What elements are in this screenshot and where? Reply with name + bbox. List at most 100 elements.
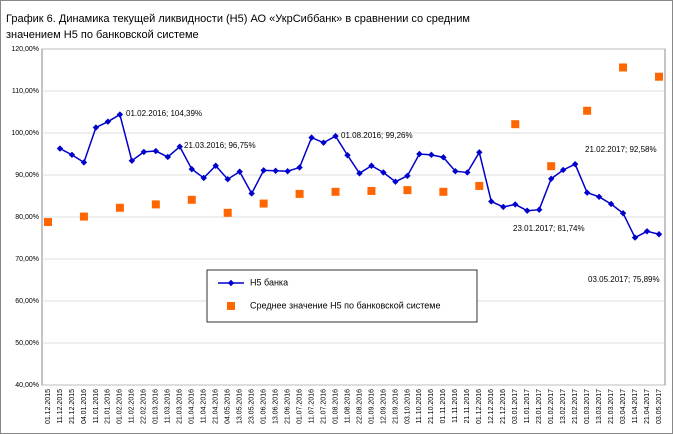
point-marker bbox=[583, 106, 592, 115]
y-tick-label: 50,00% bbox=[15, 340, 39, 347]
x-tick-label: 21.03.2016 bbox=[177, 389, 184, 424]
point-marker bbox=[284, 168, 291, 175]
point-marker bbox=[212, 162, 219, 169]
point-marker bbox=[500, 203, 507, 211]
point-marker bbox=[655, 231, 663, 238]
point-marker bbox=[547, 175, 555, 182]
x-tick-label: 03.05.2017 bbox=[656, 389, 663, 424]
annotation: 21.03.2016; 96,75% bbox=[184, 141, 256, 150]
point-marker bbox=[295, 189, 304, 198]
x-tick-label: 01.06.2016 bbox=[260, 389, 267, 424]
point-marker bbox=[151, 200, 160, 209]
x-tick-label: 21.10.2016 bbox=[428, 389, 435, 424]
y-tick-label: 60,00% bbox=[15, 298, 39, 305]
point-marker bbox=[536, 206, 543, 213]
point-marker bbox=[79, 212, 88, 221]
x-tick-label: 21.04.2016 bbox=[213, 389, 220, 424]
point-marker bbox=[356, 170, 363, 177]
x-tick-label: 21.09.2016 bbox=[392, 389, 399, 424]
point-marker bbox=[152, 147, 160, 155]
point-marker bbox=[43, 218, 52, 227]
x-tick-label: 21.06.2016 bbox=[284, 389, 291, 424]
point-marker bbox=[488, 198, 495, 205]
annotation: 23.01.2017; 81,74% bbox=[513, 224, 585, 233]
x-tick-label: 11.04.2016 bbox=[201, 389, 208, 424]
x-tick-label: 12.09.2016 bbox=[380, 389, 387, 424]
x-tick-label: 01.12.2016 bbox=[476, 389, 483, 424]
point-marker bbox=[511, 120, 520, 129]
x-tick-label: 23.01.2017 bbox=[536, 389, 543, 424]
point-marker bbox=[440, 154, 447, 161]
chart-title: значением Н5 по банковской системе bbox=[6, 29, 199, 41]
point-marker bbox=[607, 200, 615, 208]
point-marker bbox=[104, 118, 112, 125]
annotation: 01.02.2016; 104,39% bbox=[126, 109, 202, 118]
x-tick-label: 13.05.2016 bbox=[237, 389, 244, 424]
point-marker bbox=[56, 145, 64, 152]
point-marker bbox=[475, 181, 484, 190]
point-marker bbox=[392, 178, 399, 185]
x-tick-label: 22.08.2016 bbox=[356, 389, 363, 424]
point-marker bbox=[464, 169, 471, 176]
y-tick-label: 80,00% bbox=[15, 214, 39, 221]
x-tick-label: 21.12.2016 bbox=[500, 389, 507, 424]
point-marker bbox=[595, 193, 603, 201]
x-tick-label: 22.02.2016 bbox=[141, 389, 148, 424]
x-tick-label: 01.03.2017 bbox=[584, 389, 591, 424]
x-tick-label: 01.04.2016 bbox=[189, 389, 196, 424]
x-tick-label: 11.04.2017 bbox=[632, 389, 639, 424]
x-tick-label: 12.12.2016 bbox=[488, 389, 495, 424]
x-tick-label: 03.04.2017 bbox=[620, 389, 627, 424]
point-marker bbox=[332, 132, 339, 140]
point-marker bbox=[140, 148, 148, 156]
point-marker bbox=[619, 210, 627, 217]
x-tick-label: 11.01.2016 bbox=[93, 389, 100, 424]
x-tick-label: 01.02.2017 bbox=[548, 389, 555, 424]
x-tick-label: 11.01.2017 bbox=[524, 389, 531, 424]
point-marker bbox=[259, 199, 268, 208]
point-marker bbox=[176, 143, 183, 150]
point-marker bbox=[320, 139, 327, 146]
point-marker bbox=[643, 228, 651, 235]
x-tick-label: 11.08.2016 bbox=[344, 389, 351, 424]
point-marker bbox=[524, 207, 531, 214]
y-tick-label: 110,00% bbox=[12, 88, 39, 95]
point-marker bbox=[248, 190, 255, 197]
chart-title: График 6. Динамика текущей ликвидности (… bbox=[6, 13, 470, 25]
x-tick-label: 03.01.2017 bbox=[512, 389, 519, 424]
point-marker bbox=[655, 72, 664, 81]
legend-box bbox=[206, 269, 478, 323]
point-marker bbox=[344, 152, 351, 159]
point-marker bbox=[331, 187, 340, 196]
point-marker bbox=[236, 168, 243, 175]
x-tick-label: 01.12.2015 bbox=[45, 389, 52, 424]
x-tick-label: 21.02.2017 bbox=[572, 389, 579, 424]
point-marker bbox=[631, 234, 639, 241]
x-tick-label: 01.07.2016 bbox=[296, 389, 303, 424]
point-marker bbox=[404, 172, 411, 180]
point-marker bbox=[296, 164, 303, 171]
point-marker bbox=[476, 149, 483, 156]
y-tick-label: 120,00% bbox=[11, 46, 39, 53]
x-tick-label: 21.01.2016 bbox=[105, 389, 112, 424]
x-tick-label: 11.02.2016 bbox=[129, 389, 136, 424]
point-marker bbox=[187, 195, 196, 204]
point-marker bbox=[428, 151, 435, 159]
x-tick-label: 13.02.2017 bbox=[560, 389, 567, 424]
point-marker bbox=[367, 186, 376, 195]
point-marker bbox=[380, 169, 387, 176]
point-marker bbox=[188, 165, 195, 173]
x-tick-label: 11.03.2016 bbox=[165, 389, 172, 424]
point-marker bbox=[260, 167, 267, 174]
point-marker bbox=[308, 134, 315, 141]
legend-marker bbox=[227, 302, 235, 310]
point-marker bbox=[571, 160, 579, 168]
point-marker bbox=[547, 162, 556, 171]
x-tick-label: 11.12.2015 bbox=[57, 389, 64, 424]
point-marker bbox=[403, 186, 412, 195]
point-marker bbox=[164, 153, 171, 161]
x-tick-label: 01.09.2016 bbox=[368, 389, 375, 424]
point-marker bbox=[223, 208, 232, 217]
x-tick-label: 04.05.2016 bbox=[225, 389, 232, 424]
point-marker bbox=[92, 124, 100, 131]
